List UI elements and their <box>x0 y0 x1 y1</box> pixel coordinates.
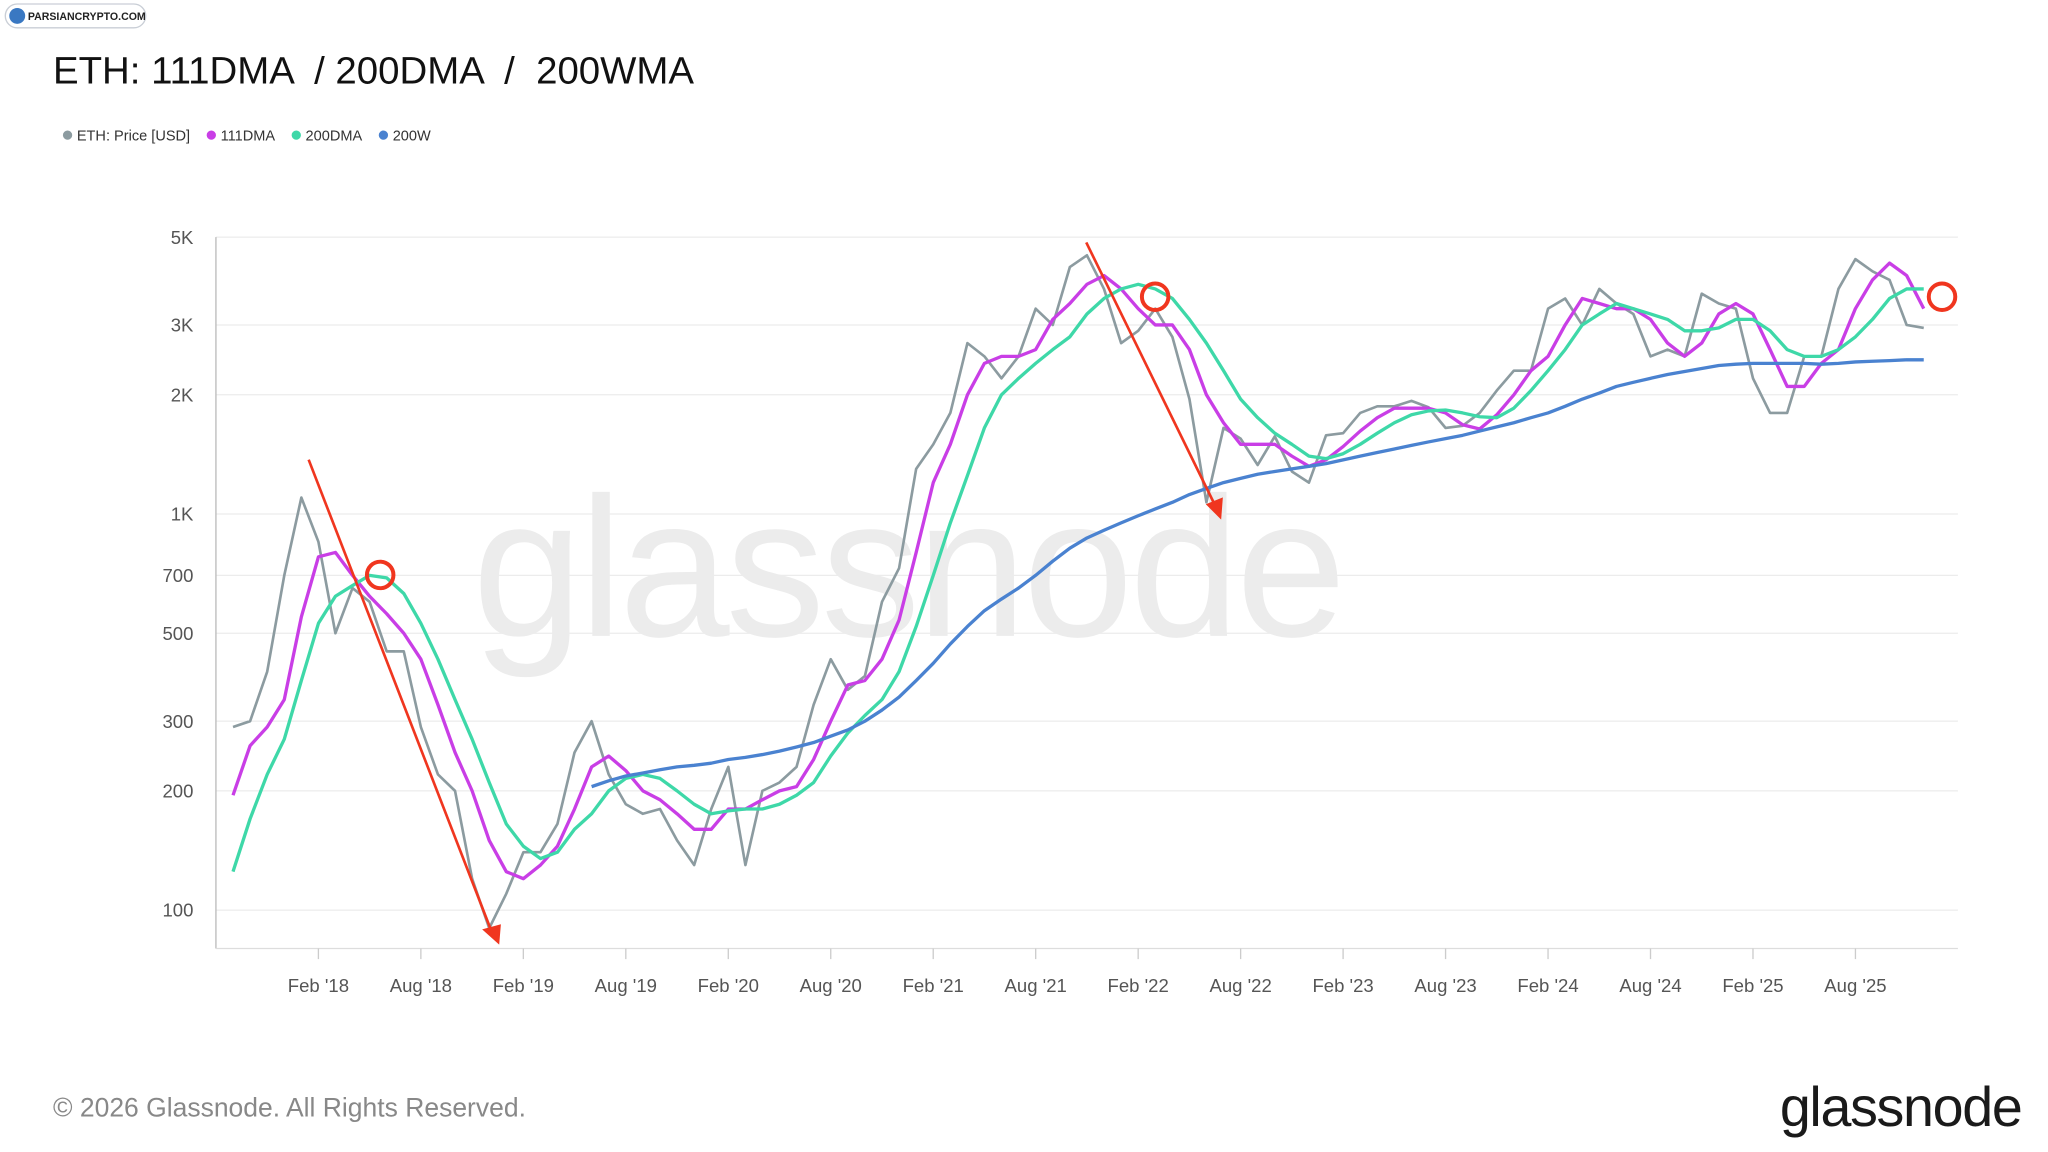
x-tick-label: Aug '22 <box>1209 975 1271 996</box>
x-tick-label: Aug '23 <box>1414 975 1476 996</box>
series-line <box>231 261 1926 881</box>
y-tick-label: 100 <box>162 900 193 921</box>
y-tick-label: 5K <box>171 227 194 248</box>
legend-label: ETH: Price [USD] <box>77 128 190 144</box>
plot <box>231 253 1926 930</box>
badge-frame <box>4 3 147 29</box>
axes: 100 200 300 500 700 1K 2K 3K 5K Feb '18 Aug '18 Feb… <box>162 227 1958 996</box>
y-tick-label: 500 <box>162 623 193 644</box>
x-tick-label: Feb '25 <box>1722 975 1783 996</box>
series-line <box>232 253 1924 930</box>
arrow-head <box>1205 497 1223 520</box>
arrow-head <box>482 924 501 945</box>
legend-dot <box>291 130 301 140</box>
annotation-arrow <box>307 459 493 932</box>
legend-dot <box>206 130 216 140</box>
x-tick-label: Feb '18 <box>288 975 349 996</box>
x-tick-label: Feb '21 <box>903 975 964 996</box>
legend-dot <box>378 130 389 140</box>
series-line <box>231 282 1924 873</box>
legend-label: 200DMA <box>306 128 363 144</box>
grid <box>215 236 1958 911</box>
annotation-circle <box>1139 281 1171 312</box>
x-tick-label: Aug '24 <box>1619 975 1681 996</box>
x-tick-label: Aug '19 <box>595 975 657 996</box>
legend-dot <box>62 130 73 140</box>
x-tick-label: Feb '19 <box>493 975 554 996</box>
badge-icon <box>9 7 26 24</box>
footer: © 2026 Glassnode. All Rights Reserved. <box>53 1093 526 1123</box>
annotation-circle <box>1926 281 1958 312</box>
y-tick-label: 200 <box>162 781 193 802</box>
x-tick-label: Aug '18 <box>390 975 452 996</box>
x-tick-label: Aug '21 <box>1005 975 1067 996</box>
y-tick-label: 2K <box>171 384 194 405</box>
annotation-arrow <box>1085 241 1216 506</box>
legend-label: 111DMA <box>221 128 276 144</box>
legend: ETH: Price [USD] 111DMA 200DMA 200W <box>62 128 431 144</box>
y-tick-label: 300 <box>162 711 193 732</box>
legend-label: 200W <box>393 128 431 144</box>
x-tick-label: Aug '25 <box>1824 975 1886 996</box>
x-tick-label: Feb '22 <box>1108 975 1169 996</box>
badge-text: PARSIANCRYPTO.COM <box>28 11 146 23</box>
x-tick-label: Aug '20 <box>800 975 862 996</box>
x-tick-label: Feb '20 <box>698 975 759 996</box>
annotation-circle <box>364 559 396 591</box>
logo: glassnode <box>1780 1076 2022 1138</box>
source-badge: PARSIANCRYPTO.COM <box>4 3 147 29</box>
x-tick-label: Feb '24 <box>1517 975 1578 996</box>
chart-title: ETH: 111DMA / 200DMA / 200WMA <box>53 49 694 92</box>
y-tick-label: 1K <box>171 504 194 525</box>
y-tick-label: 700 <box>162 565 193 586</box>
y-tick-label: 3K <box>171 315 194 336</box>
series-line <box>591 358 1924 789</box>
x-tick-label: Feb '23 <box>1312 975 1373 996</box>
annotations <box>307 241 1958 945</box>
